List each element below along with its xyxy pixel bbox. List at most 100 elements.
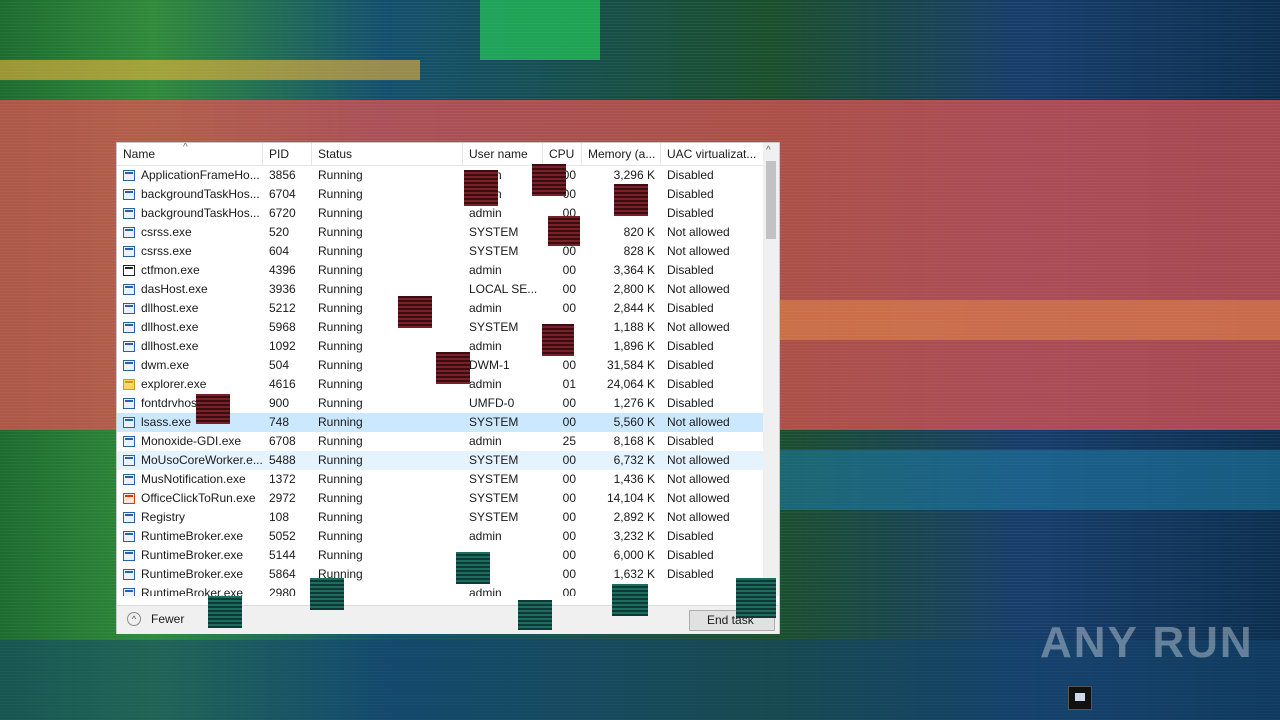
process-status-cell: Running [318,225,363,239]
process-pid-cell: 6720 [269,206,296,220]
table-row[interactable]: csrss.exe 604 Running SYSTEM 00 828 K Not allo… [117,242,763,261]
table-row[interactable]: fontdrvhos 900 Running UMFD-0 00 1,276 K Disab… [117,394,763,413]
table-row[interactable]: RuntimeBroker.exe 5144 Running 00 6,000 K Dis… [117,546,763,565]
process-cpu-cell: 00 [562,396,576,410]
process-status-cell: Running [318,263,363,277]
glitch-artifact [518,600,552,630]
table-row[interactable]: RuntimeBroker.exe 2980 admin 00 [117,584,763,596]
process-uac-cell: Disabled [667,434,714,448]
process-name: MoUsoCoreWorker.e... [141,453,263,467]
column-header-pid[interactable]: PID [263,143,312,165]
glitch-artifact [736,578,776,618]
process-uac-cell: Not allowed [667,282,730,296]
process-memory-cell: 1,632 K [613,567,655,581]
process-name-cell: dasHost.exe [117,280,263,299]
table-row[interactable]: backgroundTaskHos... 6720 Running admin 00 Di… [117,204,763,223]
process-pid-cell: 900 [269,396,290,410]
process-uac-cell: Disabled [667,301,714,315]
app-icon [123,322,135,333]
process-pid-cell: 5212 [269,301,296,315]
process-pid-cell: 4396 [269,263,296,277]
column-header-memory[interactable]: Memory (a... [582,143,661,165]
table-row[interactable]: OfficeClickToRun.exe 2972 Running SYSTEM 00 1… [117,489,763,508]
process-uac-cell: Not allowed [667,415,730,429]
process-memory-cell: 2,800 K [613,282,655,296]
column-header-cpu[interactable]: CPU [543,143,582,165]
process-status-cell: Running [318,415,363,429]
table-row[interactable]: RuntimeBroker.exe 5052 Running admin 00 3,232… [117,527,763,546]
process-pid-cell: 108 [269,510,290,524]
process-cpu-cell: 00 [562,453,576,467]
column-header-user-name[interactable]: User name [463,143,543,165]
process-name: dasHost.exe [141,282,208,296]
process-status-cell: Running [318,206,363,220]
process-memory-cell: 6,732 K [613,453,655,467]
process-name-cell: lsass.exe [117,413,263,432]
table-row[interactable]: csrss.exe 520 Running SYSTEM 820 K Not allowe… [117,223,763,242]
process-status-cell: Running [318,510,363,524]
process-name: RuntimeBroker.exe [141,548,244,562]
table-row[interactable]: dllhost.exe 5212 Running admin 00 2,844 K Disa… [117,299,763,318]
app-icon [123,474,135,485]
vertical-scrollbar[interactable]: ^ [763,143,779,596]
process-status-cell: Running [318,548,363,562]
process-user-cell: admin [469,301,502,315]
scroll-up-arrow-icon[interactable]: ^ [766,145,771,156]
scrollbar-thumb[interactable] [766,161,776,239]
process-uac-cell: Not allowed [667,472,730,486]
table-row[interactable]: dasHost.exe 3936 Running LOCAL SE... 00 2,800… [117,280,763,299]
tray-app-icon[interactable] [1068,686,1092,710]
app-icon [123,417,135,428]
task-manager-details-window: Name ^ PID Status User name CPU Memory (… [116,142,780,634]
table-row[interactable]: Monoxide-GDI.exe 6708 Running admin 25 8,168 … [117,432,763,451]
table-row[interactable]: ctfmon.exe 4396 Running admin 00 3,364 K Disab… [117,261,763,280]
table-row[interactable]: ApplicationFrameHo...3856Runningadmin003… [117,166,763,185]
process-name: csrss.exe [141,244,192,258]
column-header-name[interactable]: Name ^ [117,143,263,165]
column-header-uac-virtualization[interactable]: UAC virtualizat... [667,147,757,161]
process-status-cell: Running [318,491,363,505]
process-pid-cell: 520 [269,225,290,239]
process-user-cell: admin [469,339,502,353]
app-icon [123,550,135,561]
table-row[interactable]: MoUsoCoreWorker.e... 5488 Running SYSTEM 00 6… [117,451,763,470]
table-row[interactable]: dwm.exe 504 Running DWM-1 00 31,584 K Disabled [117,356,763,375]
table-row[interactable]: backgroundTaskHos...6704Runningadmin00Di… [117,185,763,204]
process-status-cell: Running [318,301,363,315]
process-name-cell: csrss.exe [117,242,263,261]
process-uac-cell: Not allowed [667,510,730,524]
table-row[interactable]: explorer.exe 4616 Running admin 01 24,064 K Di… [117,375,763,394]
table-row[interactable]: dllhost.exe 1092 Running admin 1,896 K Disabl… [117,337,763,356]
process-name-cell: Registry [117,508,263,527]
process-cpu-cell: 00 [562,529,576,543]
process-name: MusNotification.exe [141,472,246,486]
process-uac-cell: Disabled [667,358,714,372]
app-icon [123,436,135,447]
fewer-details-link[interactable]: ^ Fewer [127,612,184,626]
table-row[interactable]: Registry 108 Running SYSTEM 00 2,892 K Not all… [117,508,763,527]
process-name-cell: ctfmon.exe [117,261,263,280]
table-row[interactable]: lsass.exe 748 Running SYSTEM 00 5,560 K Not al… [117,413,763,432]
glitch-artifact [464,170,498,206]
watermark-logo: ANY RUN [1040,618,1254,667]
process-pid-cell: 3856 [269,168,296,182]
process-uac-cell: Disabled [667,168,714,182]
table-row[interactable]: MusNotification.exe 1372 Running SYSTEM 00 1,… [117,470,763,489]
process-name: ApplicationFrameHo... [141,168,260,182]
process-name: dwm.exe [141,358,190,372]
process-memory-cell: 2,892 K [613,510,655,524]
process-name: csrss.exe [141,225,192,239]
column-header-status[interactable]: Status [312,143,463,165]
process-uac-cell: Disabled [667,263,714,277]
process-pid-cell: 5144 [269,548,296,562]
process-user-cell: SYSTEM [469,472,519,486]
table-row[interactable]: RuntimeBroker.exe 5864 Running 00 1,632 K Dis… [117,565,763,584]
process-user-cell: admin [469,586,502,596]
table-row[interactable]: dllhost.exe 5968 Running SYSTEM 1,188 K Not a… [117,318,763,337]
process-status-cell: Running [318,434,363,448]
process-status-cell: Running [318,377,363,391]
app-icon [123,208,135,219]
process-name-cell: RuntimeBroker.exe [117,584,263,596]
process-cpu-cell: 00 [562,567,576,581]
process-status-cell: Running [318,358,363,372]
